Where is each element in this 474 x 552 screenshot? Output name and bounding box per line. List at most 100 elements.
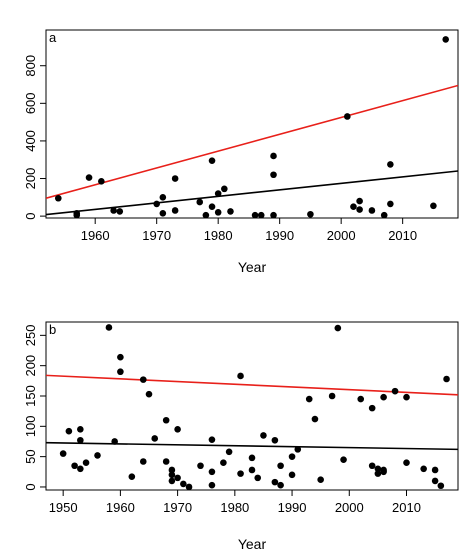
data-point	[305, 395, 313, 403]
data-point	[208, 203, 216, 211]
data-point	[208, 436, 216, 443]
data-point	[117, 353, 124, 361]
panel-a: 1960 1970 1980 1990 2000 2010 0 200 400 600 800 a Ye…	[23, 29, 459, 275]
y-tick-label: 250	[23, 324, 38, 346]
data-point	[168, 471, 176, 479]
data-point	[237, 470, 244, 477]
data-point	[65, 427, 73, 435]
data-point	[162, 416, 170, 424]
data-point	[307, 210, 314, 218]
data-point	[277, 462, 284, 470]
data-point	[139, 376, 147, 383]
data-point	[356, 197, 363, 205]
data-point	[151, 435, 159, 442]
data-point	[328, 392, 336, 400]
data-point	[171, 175, 179, 182]
x-tick-label: 1950	[49, 500, 78, 515]
data-point	[174, 474, 181, 482]
trend-line-red	[46, 374, 458, 396]
data-point	[271, 478, 279, 486]
y-tick-label: 600	[23, 92, 38, 114]
data-point	[185, 483, 193, 491]
data-point	[248, 454, 256, 462]
data-point	[270, 171, 277, 179]
data-point	[380, 211, 388, 219]
data-point	[374, 465, 382, 473]
data-point	[311, 415, 319, 423]
data-point	[437, 482, 445, 490]
data-point	[111, 438, 118, 445]
data-point	[387, 161, 394, 168]
data-point	[260, 432, 267, 439]
data-point	[344, 113, 351, 120]
data-point	[387, 200, 394, 208]
data-point	[197, 462, 204, 470]
y-tick-label: 150	[23, 385, 38, 407]
data-point	[270, 152, 277, 160]
data-point	[145, 390, 153, 398]
data-point	[380, 393, 387, 401]
x-tick-label: 1970	[142, 228, 171, 243]
x-tick-label: 1980	[220, 500, 249, 515]
data-point	[196, 198, 204, 206]
x-axis-title: Year	[238, 536, 267, 552]
panel-label: a	[49, 30, 57, 45]
data-point	[180, 480, 187, 488]
data-point	[54, 194, 62, 202]
data-point	[357, 395, 365, 403]
data-point	[116, 208, 124, 215]
data-point	[403, 393, 410, 401]
data-point	[356, 206, 363, 213]
trend-line-black	[46, 441, 458, 451]
data-point	[59, 450, 67, 457]
data-point	[208, 157, 216, 164]
y-tick-label: 0	[23, 213, 38, 220]
trend-line-black	[46, 170, 458, 216]
x-tick-label: 2010	[388, 228, 417, 243]
plot-frame	[45, 321, 459, 491]
data-point	[82, 459, 90, 467]
data-point	[420, 465, 427, 473]
data-point	[248, 466, 256, 474]
data-point	[153, 200, 160, 208]
data-point	[159, 194, 167, 201]
y-tick-label: 100	[23, 415, 38, 437]
data-point	[94, 452, 101, 459]
data-point	[277, 481, 284, 489]
data-point	[254, 474, 262, 482]
data-point	[85, 174, 93, 181]
data-point	[214, 209, 222, 216]
data-point	[443, 375, 450, 383]
x-axis-title: Year	[238, 259, 267, 275]
data-point	[442, 36, 450, 43]
x-tick-label: 1970	[163, 500, 192, 515]
data-point	[334, 324, 342, 332]
data-point	[128, 473, 136, 480]
y-tick-label: 50	[23, 449, 38, 463]
data-point	[168, 477, 176, 485]
x-tick-label: 1990	[278, 500, 307, 515]
data-point	[77, 426, 84, 433]
data-point	[288, 453, 296, 460]
data-point	[98, 178, 105, 185]
data-point	[168, 466, 176, 474]
data-point	[368, 404, 376, 412]
x-tick-label: 2000	[327, 228, 356, 243]
x-tick-label: 1960	[81, 228, 110, 243]
y-tick-label: 200	[23, 168, 38, 190]
data-point	[270, 211, 277, 219]
data-point	[162, 458, 170, 465]
data-point	[374, 470, 382, 477]
data-point	[227, 208, 234, 215]
data-point	[77, 436, 84, 444]
data-point	[294, 446, 302, 453]
data-point	[271, 436, 279, 444]
data-point	[139, 458, 147, 465]
x-tick-label: 2000	[335, 500, 364, 515]
x-tick-label: 1980	[204, 228, 233, 243]
data-point	[77, 465, 84, 473]
x-tick-label: 1960	[106, 500, 135, 515]
data-point	[225, 448, 233, 456]
data-point	[430, 202, 437, 210]
